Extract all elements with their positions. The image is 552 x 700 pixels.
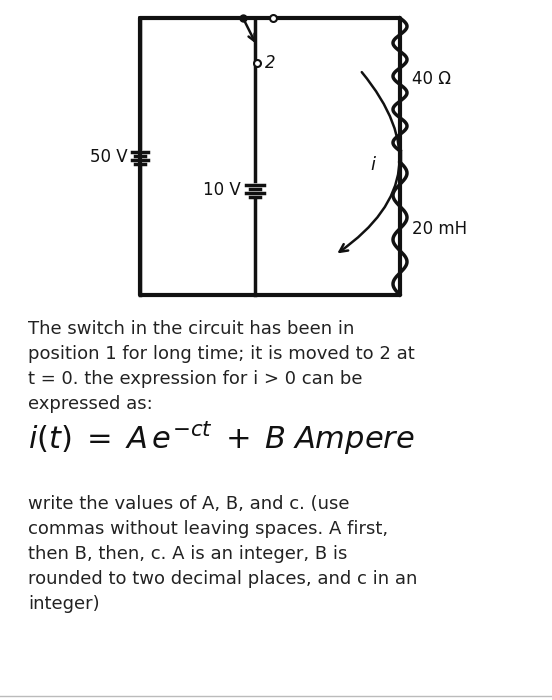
Text: $i(t)\;=\;A\,e^{-ct}\;+\;B\;\mathit{Ampere}$: $i(t)\;=\;A\,e^{-ct}\;+\;B\;\mathit{Ampe… — [28, 420, 415, 457]
Text: 50 V: 50 V — [91, 148, 128, 165]
Text: The switch in the circuit has been in
position 1 for long time; it is moved to 2: The switch in the circuit has been in po… — [28, 320, 415, 413]
Text: write the values of A, B, and c. (use
commas without leaving spaces. A first,
th: write the values of A, B, and c. (use co… — [28, 495, 417, 613]
Text: 10 V: 10 V — [203, 181, 241, 199]
Text: i: i — [370, 156, 375, 174]
Text: 40 Ω: 40 Ω — [412, 71, 451, 88]
Text: 20 mH: 20 mH — [412, 220, 467, 237]
Text: 2: 2 — [265, 54, 275, 72]
